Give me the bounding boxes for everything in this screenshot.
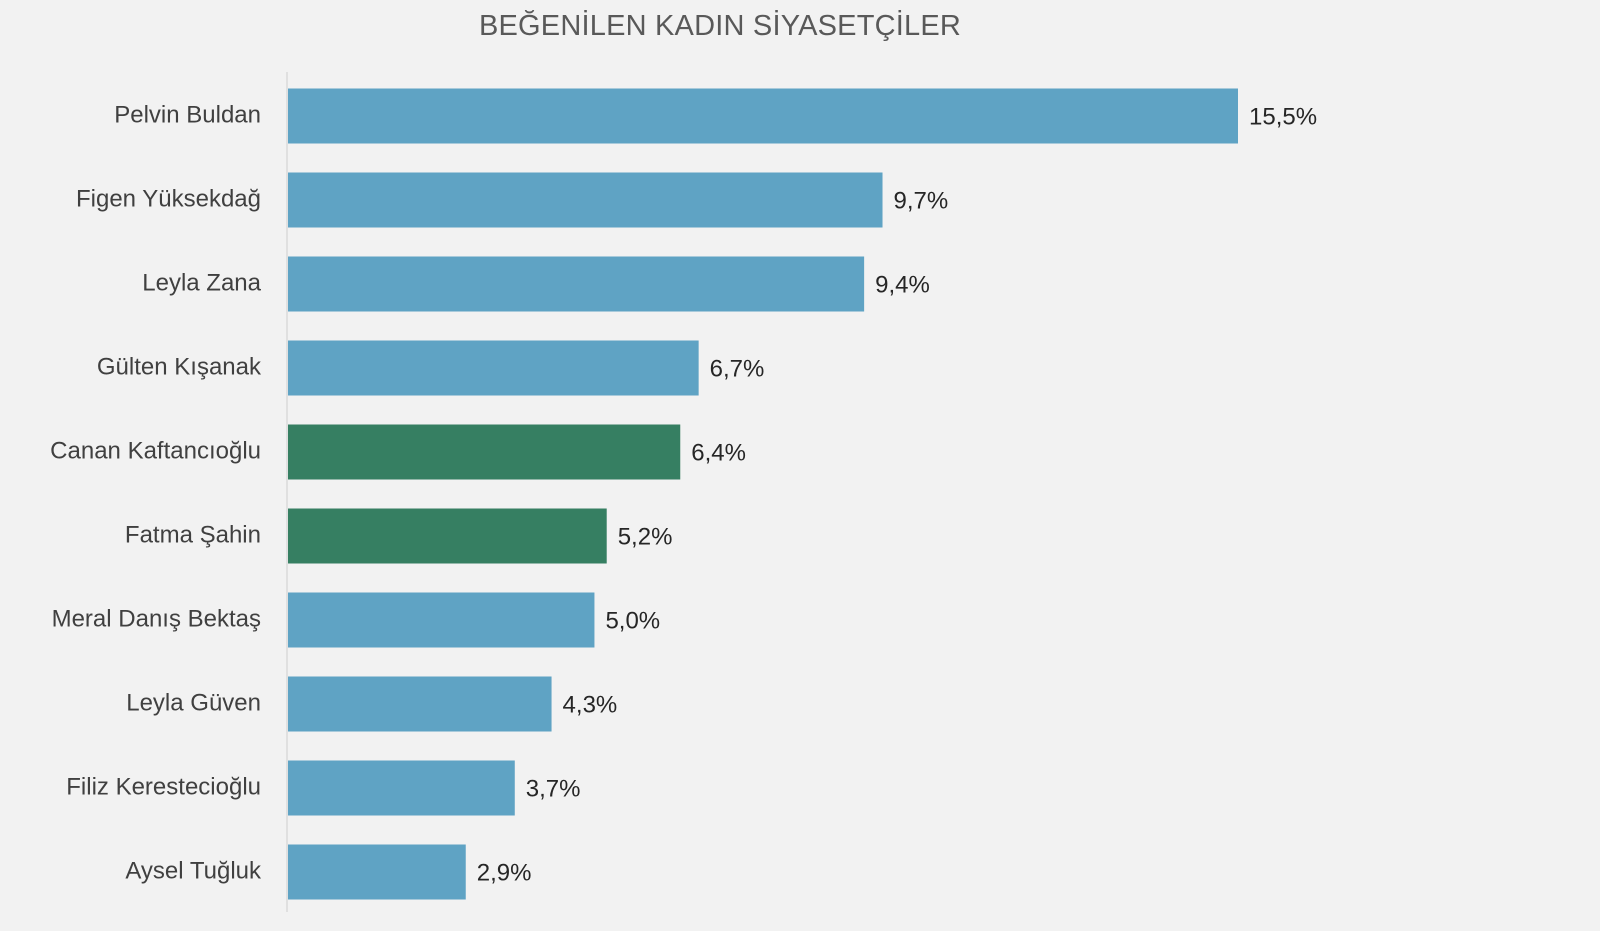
bar bbox=[288, 256, 865, 312]
bar bbox=[288, 760, 515, 816]
data-label: 9,7% bbox=[894, 187, 949, 214]
bar bbox=[288, 340, 699, 396]
data-label: 5,2% bbox=[618, 523, 673, 550]
data-label: 4,3% bbox=[563, 691, 618, 718]
category-label: Figen Yüksekdağ bbox=[76, 185, 261, 212]
bar bbox=[288, 844, 466, 900]
data-label: 15,5% bbox=[1249, 103, 1317, 130]
bar bbox=[288, 424, 681, 480]
category-label: Gülten Kışanak bbox=[97, 353, 262, 380]
bar bbox=[288, 88, 1238, 144]
category-label: Pelvin Buldan bbox=[114, 101, 261, 128]
category-label: Leyla Zana bbox=[142, 269, 261, 296]
bar bbox=[288, 508, 607, 564]
data-label: 2,9% bbox=[477, 859, 532, 886]
data-label: 6,4% bbox=[691, 439, 746, 466]
category-label: Meral Danış Bektaş bbox=[52, 605, 261, 632]
chart-title: BEĞENİLEN KADIN SİYASETÇİLER bbox=[478, 10, 962, 42]
bar bbox=[288, 592, 595, 648]
category-label: Aysel Tuğluk bbox=[125, 857, 262, 884]
category-label: Leyla Güven bbox=[126, 689, 261, 716]
data-label: 3,7% bbox=[526, 775, 581, 802]
category-label: Fatma Şahin bbox=[125, 521, 261, 548]
data-label: 5,0% bbox=[605, 607, 660, 634]
bar bbox=[288, 172, 883, 228]
category-label: Filiz Kerestecioğlu bbox=[66, 773, 261, 800]
bar bbox=[288, 676, 552, 732]
data-label: 9,4% bbox=[875, 271, 930, 298]
category-label: Canan Kaftancıoğlu bbox=[50, 437, 261, 464]
data-label: 6,7% bbox=[710, 355, 765, 382]
